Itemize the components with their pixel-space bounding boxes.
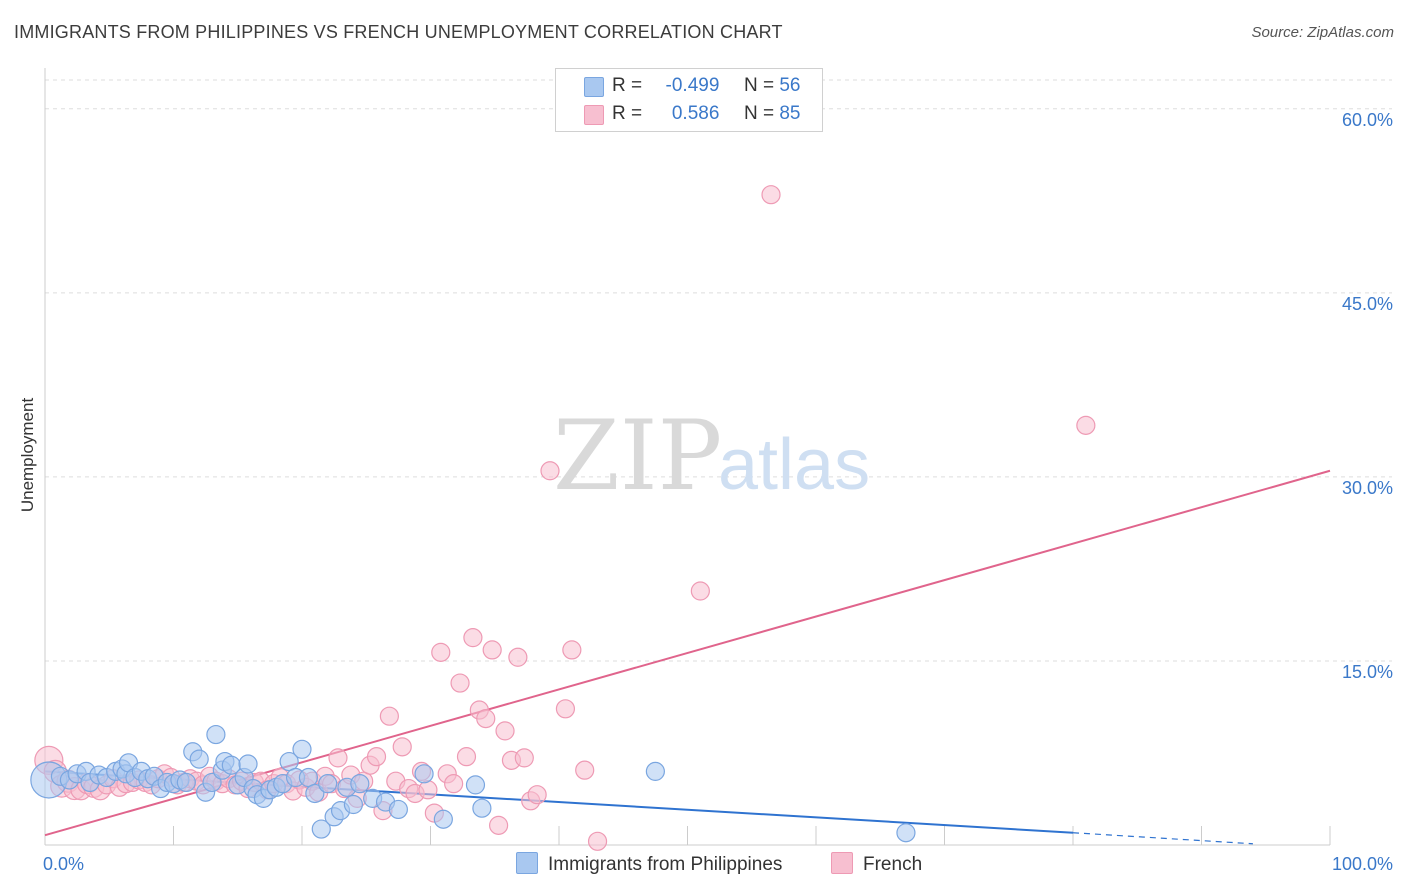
french-point [514, 748, 534, 768]
french-point [463, 628, 483, 648]
tick-label-layer: 15.0% 30.0% 45.0% 60.0% 0.0% 100.0% [43, 110, 1393, 874]
r-value: 0.586 [671, 103, 720, 124]
french-point [761, 185, 781, 205]
french-point [540, 461, 560, 481]
french-point [508, 647, 528, 667]
r-value: -0.499 [665, 75, 720, 96]
philippines-point [388, 799, 408, 820]
y-tick-label: 60.0% [1342, 110, 1393, 130]
philippines-point [292, 739, 312, 759]
philippines-point [472, 798, 492, 818]
philippines-point [896, 823, 916, 843]
philippines-point [645, 761, 665, 781]
legend-label: French [863, 854, 923, 875]
french-point [450, 673, 470, 693]
french-point [476, 709, 496, 729]
philippines-point [350, 774, 370, 794]
french-point [328, 748, 348, 768]
watermark-zip: ZIP [553, 400, 722, 512]
chart-title: IMMIGRANTS FROM PHILIPPINES VS FRENCH UN… [14, 22, 783, 42]
french-point [444, 774, 464, 794]
philippines-point [202, 772, 222, 793]
r-label: R = [612, 103, 643, 124]
french-point [562, 640, 582, 660]
philippines-point [176, 772, 196, 793]
watermark-atlas: atlas [718, 425, 870, 505]
grid-layer [45, 79, 1392, 662]
philippines-point [318, 774, 338, 794]
french-point [527, 785, 547, 805]
stats-legend: R = -0.499 N = 56 R = 0.586 N = 85 [555, 68, 823, 132]
philippines-swatch [584, 77, 604, 97]
watermark: ZIP atlas [553, 400, 870, 512]
philippines-point [433, 809, 453, 829]
n-label: N = [743, 103, 775, 124]
philippines-point [206, 724, 226, 745]
french-point [456, 747, 477, 767]
french-point [418, 780, 438, 800]
french-point [1076, 415, 1096, 435]
philippines-point [238, 754, 258, 774]
r-label: R = [612, 75, 643, 96]
x-tick-label-max: 100.0% [1332, 854, 1393, 874]
point-layer [30, 185, 1096, 851]
x-tick-label-min: 0.0% [43, 854, 84, 874]
y-tick-label: 45.0% [1342, 294, 1393, 314]
n-value: 56 [779, 75, 801, 96]
philippines-trendline-extension [1072, 832, 1253, 845]
philippines-legend-swatch [516, 852, 538, 874]
french-point [392, 737, 412, 757]
philippines-point [189, 749, 209, 769]
french-point [431, 642, 451, 662]
french-point [495, 721, 515, 741]
philippines-point [305, 783, 325, 804]
philippines-point [298, 767, 319, 788]
french-point [366, 747, 387, 767]
french-point [575, 760, 595, 780]
source-credit: Source: ZipAtlas.com [1251, 24, 1394, 41]
legend-label: Immigrants from Philippines [548, 854, 783, 875]
axis-layer [44, 68, 1331, 846]
french-point [587, 831, 608, 851]
french-point [489, 815, 509, 835]
french-point [690, 581, 710, 601]
french-swatch [584, 105, 604, 125]
y-tick-label: 15.0% [1342, 662, 1393, 682]
y-tick-label: 30.0% [1342, 478, 1393, 498]
legend-item-philippines[interactable]: Immigrants from Philippines [516, 852, 782, 876]
philippines-point [465, 775, 486, 795]
philippines-point [343, 794, 363, 815]
legend-item-french[interactable]: French [831, 852, 922, 876]
french-point [482, 640, 502, 660]
philippines-point [311, 819, 331, 839]
french-point [555, 699, 576, 719]
french-legend-swatch [831, 852, 853, 874]
n-value: 85 [779, 103, 801, 124]
french-point [379, 706, 399, 726]
n-label: N = [743, 75, 775, 96]
philippines-point [414, 764, 434, 784]
